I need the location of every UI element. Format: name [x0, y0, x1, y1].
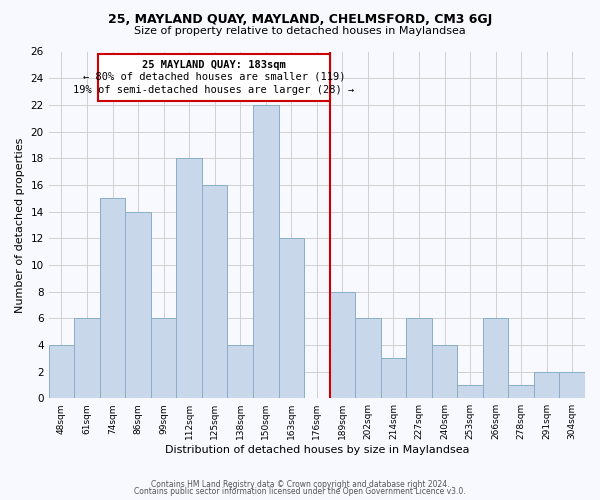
X-axis label: Distribution of detached houses by size in Maylandsea: Distribution of detached houses by size … — [164, 445, 469, 455]
Bar — [406, 318, 432, 398]
Text: Contains HM Land Registry data © Crown copyright and database right 2024.: Contains HM Land Registry data © Crown c… — [151, 480, 449, 489]
Text: ← 80% of detached houses are smaller (119): ← 80% of detached houses are smaller (11… — [83, 72, 345, 82]
Bar — [534, 372, 559, 398]
Bar — [49, 345, 74, 398]
Text: Contains public sector information licensed under the Open Government Licence v3: Contains public sector information licen… — [134, 487, 466, 496]
Bar — [278, 238, 304, 398]
FancyBboxPatch shape — [98, 54, 329, 101]
Y-axis label: Number of detached properties: Number of detached properties — [15, 137, 25, 312]
Bar — [355, 318, 380, 398]
Bar — [100, 198, 125, 398]
Bar — [227, 345, 253, 398]
Bar — [125, 212, 151, 398]
Bar — [457, 385, 483, 398]
Bar — [253, 105, 278, 398]
Bar — [329, 292, 355, 398]
Bar — [483, 318, 508, 398]
Bar — [202, 185, 227, 398]
Bar — [74, 318, 100, 398]
Text: 19% of semi-detached houses are larger (28) →: 19% of semi-detached houses are larger (… — [73, 85, 355, 95]
Bar — [508, 385, 534, 398]
Bar — [176, 158, 202, 398]
Bar — [151, 318, 176, 398]
Bar — [380, 358, 406, 398]
Text: 25, MAYLAND QUAY, MAYLAND, CHELMSFORD, CM3 6GJ: 25, MAYLAND QUAY, MAYLAND, CHELMSFORD, C… — [108, 12, 492, 26]
Bar — [559, 372, 585, 398]
Bar — [432, 345, 457, 398]
Text: Size of property relative to detached houses in Maylandsea: Size of property relative to detached ho… — [134, 26, 466, 36]
Text: 25 MAYLAND QUAY: 183sqm: 25 MAYLAND QUAY: 183sqm — [142, 60, 286, 70]
